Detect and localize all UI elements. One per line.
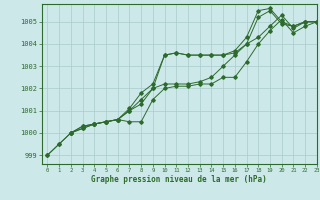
X-axis label: Graphe pression niveau de la mer (hPa): Graphe pression niveau de la mer (hPa) [91, 175, 267, 184]
